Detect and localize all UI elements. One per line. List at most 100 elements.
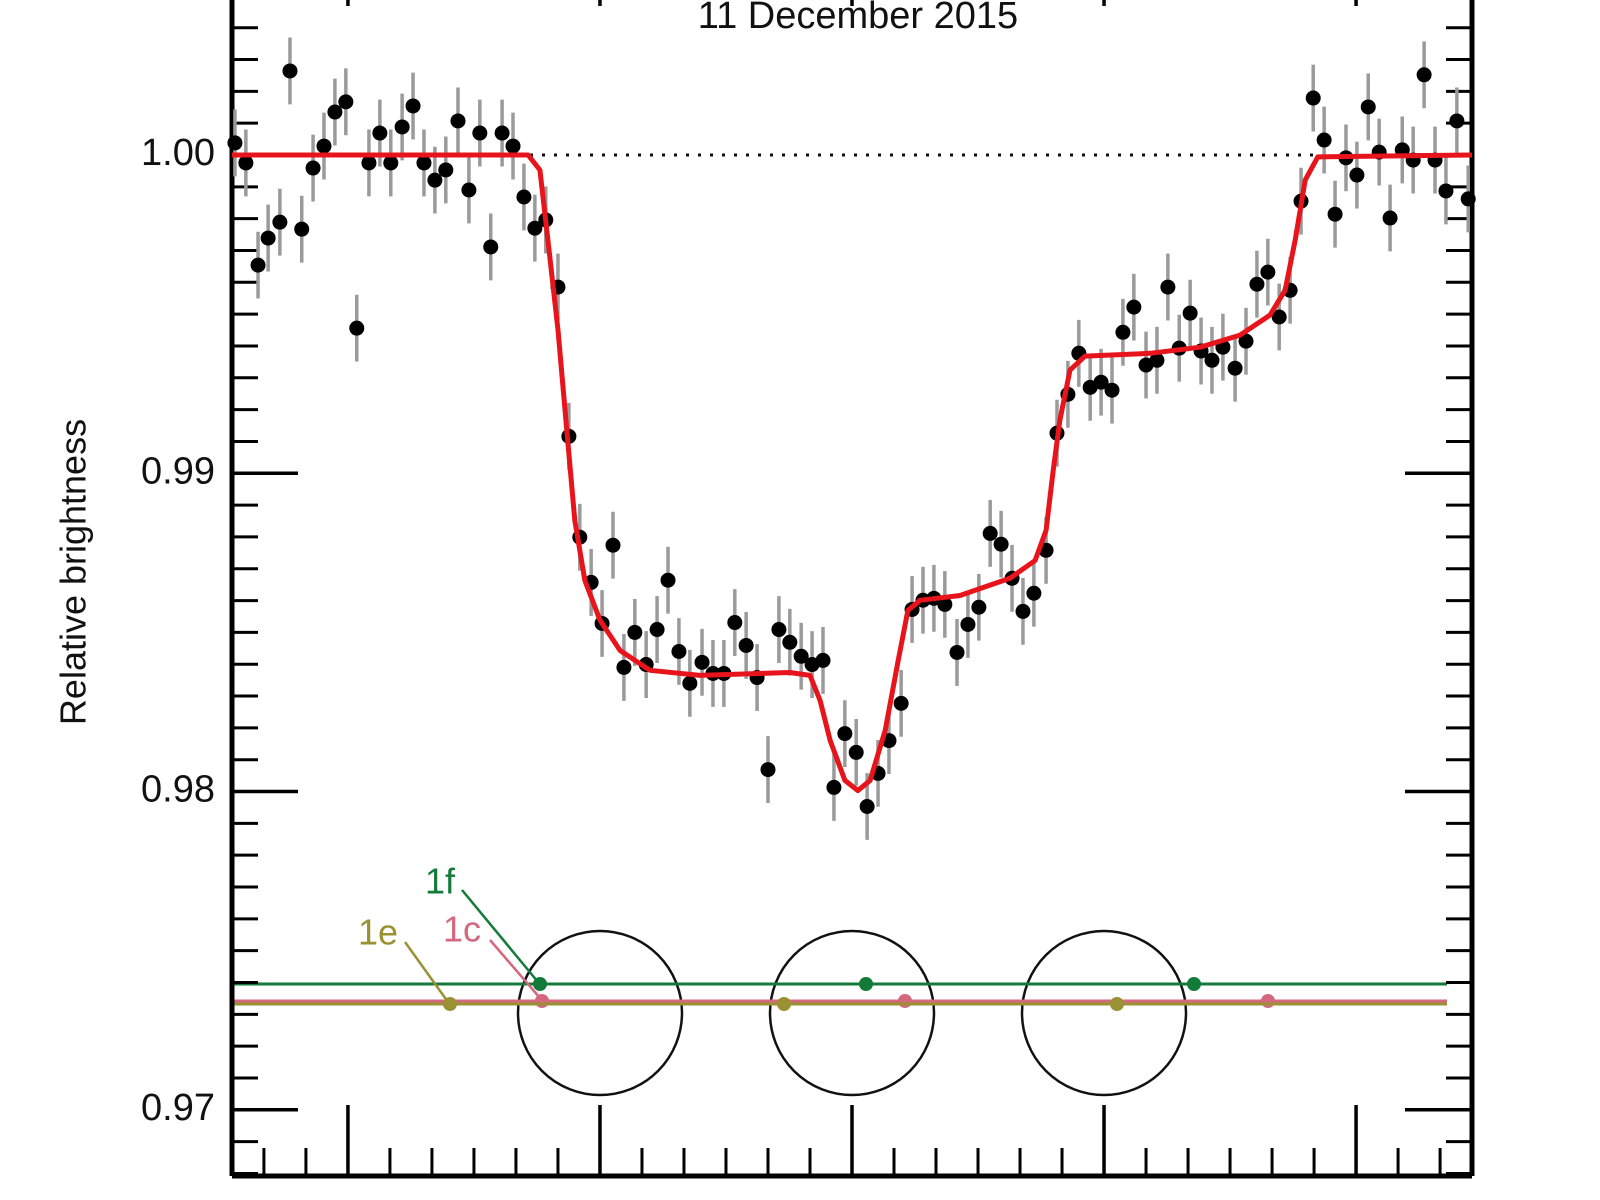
data-point (1160, 279, 1176, 295)
data-point (1026, 585, 1042, 601)
data-point (694, 654, 710, 670)
planet-dot (1261, 994, 1275, 1008)
data-point (1260, 264, 1276, 280)
schematic (516, 929, 1188, 1097)
data-point (461, 182, 477, 198)
data-point (238, 155, 254, 171)
data-point (671, 643, 687, 659)
data-point (727, 615, 743, 631)
data-point (627, 624, 643, 640)
planet-dot (859, 977, 873, 991)
data-point (660, 572, 676, 588)
data-point (771, 622, 787, 638)
data-point (1327, 206, 1343, 222)
star-circle (1020, 929, 1188, 1097)
data-point (1093, 374, 1109, 390)
planet-label: 1f (425, 861, 456, 902)
model-line (232, 152, 1473, 794)
y-tick-label: 0.98 (141, 769, 215, 811)
y-tick-label: 1.00 (141, 132, 215, 174)
leader-line (461, 889, 539, 983)
data-point (1227, 360, 1243, 376)
planet-dot (777, 997, 791, 1011)
data-point (815, 652, 831, 668)
data-point (1382, 210, 1398, 226)
planet-dot (1110, 997, 1124, 1011)
planet-dot (1187, 977, 1201, 991)
data-point (416, 155, 432, 171)
data-point (372, 125, 388, 141)
data-point (282, 63, 298, 79)
data-point (1149, 352, 1165, 368)
data-point (1438, 183, 1454, 199)
data-point (1204, 352, 1220, 368)
data-point (305, 160, 321, 176)
data-point (893, 695, 909, 711)
data-point (1238, 333, 1254, 349)
data-point (971, 599, 987, 615)
data-point (1360, 99, 1376, 115)
star-circle (768, 929, 936, 1097)
data-point (649, 622, 665, 638)
data-point (472, 125, 488, 141)
data-point (483, 239, 499, 255)
data-point (859, 798, 875, 814)
data-point (438, 162, 454, 178)
planet-label: 1c (443, 909, 481, 950)
data-point (1305, 90, 1321, 106)
data-point (605, 537, 621, 553)
data-point (383, 155, 399, 171)
data-point (1126, 299, 1142, 315)
data-point (505, 138, 521, 154)
data-point (960, 616, 976, 632)
data-point (338, 94, 354, 110)
data-point (1115, 324, 1131, 340)
data-point (1460, 191, 1476, 207)
data-point (616, 659, 632, 675)
data-point (494, 125, 510, 141)
data-point (738, 637, 754, 653)
data-point (993, 536, 1009, 552)
star-circle (516, 929, 684, 1097)
data-point (1449, 113, 1465, 129)
data-point (294, 221, 310, 237)
data-point (1182, 305, 1198, 321)
data-point (349, 320, 365, 336)
data-point (848, 744, 864, 760)
data-point (527, 220, 543, 236)
data-point (316, 138, 332, 154)
chart-title: 11 December 2015 (698, 0, 1018, 37)
data-point (793, 648, 809, 664)
data-point (450, 113, 466, 129)
data-point (937, 596, 953, 612)
data-point (760, 762, 776, 778)
data-point (250, 257, 266, 273)
planet-label: 1e (358, 912, 398, 953)
data-point (516, 189, 532, 205)
data-point (260, 230, 276, 246)
data-point (327, 104, 343, 120)
y-tick-label: 0.99 (141, 450, 215, 492)
data-point (272, 214, 288, 230)
data-point (405, 98, 421, 114)
data-point (837, 726, 853, 742)
data-point (1104, 382, 1120, 398)
data-point (1271, 309, 1287, 325)
data-point (949, 644, 965, 660)
data-point (982, 525, 998, 541)
data-point (1015, 603, 1031, 619)
data-point (361, 155, 377, 171)
data-point (1249, 276, 1265, 292)
data-point (427, 172, 443, 188)
data-point (782, 634, 798, 650)
data-point (1349, 167, 1365, 183)
y-tick-label: 0.97 (141, 1087, 215, 1129)
data-point (826, 779, 842, 795)
data-point (1416, 67, 1432, 83)
data-point (682, 675, 698, 691)
leader-line (489, 939, 541, 999)
leader-line (403, 941, 450, 1003)
y-axis-label: Relative brightness (53, 419, 94, 725)
data-point (394, 119, 410, 135)
